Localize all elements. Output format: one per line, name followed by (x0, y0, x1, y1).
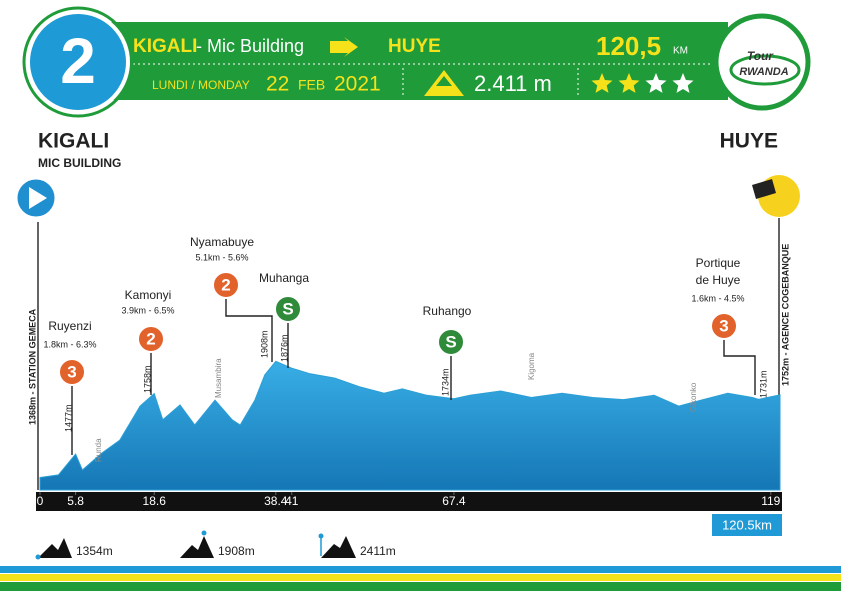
climb-icon (58, 358, 86, 386)
sprint-name: Muhanga (259, 271, 309, 285)
climb-name: de Huye (696, 273, 741, 287)
sprint-name: Ruhango (423, 304, 472, 318)
place-label: Gikonko (689, 382, 698, 412)
point-label: 1752m - AGENCE COGEBANQUE (780, 244, 790, 386)
point-label: 1731m (758, 370, 768, 398)
stage-badge-ring (22, 6, 134, 118)
total-climb: 2.411 m (474, 71, 552, 96)
star (645, 73, 667, 93)
total-distance: 120.5km (722, 517, 772, 532)
stripe (0, 582, 841, 591)
finish-city: HUYE (388, 36, 441, 57)
x-tick-label: 119 (761, 494, 780, 508)
climb-category: 3 (719, 316, 728, 335)
weekday: LUNDI / MONDAY (152, 78, 250, 92)
month: FEB (298, 77, 325, 93)
sprint-category: S (445, 332, 456, 351)
elevation-area (39, 360, 781, 491)
logo-ring (729, 54, 801, 86)
legend-dot (35, 554, 41, 560)
climb-icon (137, 325, 165, 353)
start-place: - Mic Building (196, 36, 304, 56)
start-city: KIGALI (133, 36, 197, 57)
climb-icon (710, 312, 738, 340)
sprint-category: S (282, 299, 293, 318)
climb-detail: 1.8km - 6.3% (43, 339, 96, 349)
point-label: 1908m (259, 330, 269, 358)
point-label: 1477m (63, 404, 73, 432)
x-tick-label: 0 (37, 494, 44, 508)
climb-icon (212, 271, 240, 299)
profile (39, 360, 781, 491)
start-arrow (29, 187, 47, 209)
climb-icon-detail (436, 76, 452, 86)
day: 22 (266, 73, 289, 96)
header: 2 KIGALI - Mic Building HUYE 120,5 KM LU… (22, 6, 811, 118)
legend-label: 1354m (76, 544, 113, 558)
climb-detail: 5.1km - 5.6% (195, 252, 248, 262)
x-tick-label: 67.4 (442, 494, 466, 508)
place-label: Musambira (214, 358, 223, 398)
distance-unit: KM (673, 46, 688, 57)
climb-detail: 1.6km - 4.5% (691, 293, 744, 303)
legend-icon (321, 536, 356, 558)
star (672, 73, 694, 93)
place-label: Kigoma (527, 352, 536, 380)
place-label: Runda (94, 438, 103, 462)
star (591, 73, 613, 93)
climb-category: 2 (221, 275, 230, 294)
logo-text: Tour (747, 49, 775, 63)
climb-name: Portique (696, 256, 741, 270)
climb-detail: 3.9km - 6.5% (121, 305, 174, 315)
logo (713, 13, 811, 111)
sprint-icon (437, 328, 465, 356)
start-label: KIGALI (38, 130, 109, 153)
legend-label: 1908m (218, 544, 255, 558)
header-band (88, 22, 728, 100)
start-sublabel: MIC BUILDING (38, 156, 121, 170)
distance: 120,5 (596, 31, 661, 61)
stripe (0, 574, 841, 581)
legend-icon (38, 538, 72, 558)
climb-category: 2 (146, 329, 155, 348)
logo-text: RWANDA (739, 66, 788, 78)
difficulty-stars (591, 73, 694, 93)
marker-line (723, 339, 756, 395)
legend-dot (318, 533, 324, 539)
total-box (712, 514, 782, 536)
x-tick-label: 41 (285, 494, 299, 508)
x-tick-label: 5.8 (67, 494, 84, 508)
climb-name: Kamonyi (125, 288, 172, 302)
legend-dot (201, 530, 207, 536)
axis-bar (36, 492, 782, 511)
stage-number: 2 (60, 25, 96, 97)
marker-line (225, 298, 273, 362)
legend-label: 2411m (360, 544, 396, 558)
climb-name: Ruyenzi (48, 319, 91, 333)
x-tick-label: 38.4 (264, 494, 288, 508)
legend-icon (180, 536, 214, 558)
point-label: 1758m (142, 365, 152, 393)
finish-flag (752, 179, 776, 199)
finish-label: HUYE (720, 130, 778, 153)
arrow (330, 37, 358, 57)
x-tick-label: 18.6 (143, 494, 167, 508)
stage-badge (26, 10, 130, 114)
x-axis: 0 5.8 18.6 38.441 67.4 119 (37, 492, 781, 508)
climb-category: 3 (67, 362, 76, 381)
climb-name: Nyamabuye (190, 235, 254, 249)
year: 2021 (334, 73, 381, 96)
star (618, 73, 640, 93)
stripe (0, 566, 841, 573)
point-label: 1734m (440, 368, 450, 396)
point-label: 1368m - STATION GEMECA (27, 308, 37, 425)
sprint-icon (274, 295, 302, 323)
point-label: 1876m (279, 334, 289, 362)
